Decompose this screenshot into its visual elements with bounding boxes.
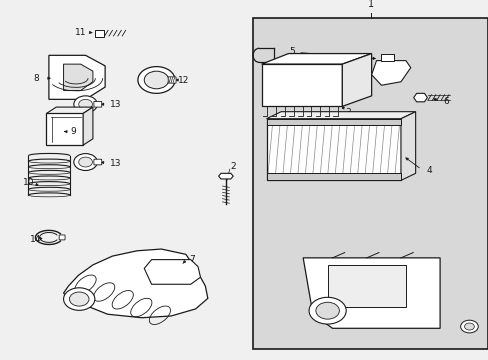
Text: 6: 6 xyxy=(442,97,448,106)
Bar xyxy=(381,54,393,60)
Text: 2: 2 xyxy=(230,162,236,171)
Polygon shape xyxy=(83,107,93,145)
Circle shape xyxy=(74,96,97,113)
Circle shape xyxy=(69,292,89,306)
Circle shape xyxy=(74,154,97,171)
Polygon shape xyxy=(63,249,207,318)
Text: 14: 14 xyxy=(29,235,41,244)
Text: 11: 11 xyxy=(75,28,87,37)
Text: 12: 12 xyxy=(178,76,189,85)
Circle shape xyxy=(460,320,477,333)
Bar xyxy=(327,265,405,307)
Polygon shape xyxy=(261,54,371,64)
Circle shape xyxy=(138,67,175,93)
Bar xyxy=(253,18,487,350)
Text: 7: 7 xyxy=(189,255,195,264)
Text: 3: 3 xyxy=(345,108,350,117)
Text: 8: 8 xyxy=(34,74,40,83)
Bar xyxy=(266,119,400,180)
Polygon shape xyxy=(218,173,233,179)
Circle shape xyxy=(315,302,339,319)
Text: 9: 9 xyxy=(70,127,76,136)
FancyBboxPatch shape xyxy=(94,102,102,107)
Circle shape xyxy=(144,71,168,89)
FancyBboxPatch shape xyxy=(59,235,65,240)
Text: 5: 5 xyxy=(288,46,294,55)
Circle shape xyxy=(308,297,346,324)
Polygon shape xyxy=(63,64,93,91)
Bar xyxy=(95,30,104,37)
Bar xyxy=(266,119,400,125)
FancyBboxPatch shape xyxy=(168,77,176,83)
Polygon shape xyxy=(46,107,93,113)
Polygon shape xyxy=(303,258,439,328)
Text: 13: 13 xyxy=(109,100,121,109)
Circle shape xyxy=(464,323,473,330)
Circle shape xyxy=(79,99,92,109)
Circle shape xyxy=(79,157,92,167)
FancyBboxPatch shape xyxy=(94,159,102,165)
Text: 13: 13 xyxy=(109,159,121,168)
Bar xyxy=(266,172,400,180)
Polygon shape xyxy=(261,64,342,107)
Polygon shape xyxy=(144,260,200,284)
Polygon shape xyxy=(342,54,371,107)
Text: 4: 4 xyxy=(426,166,431,175)
Circle shape xyxy=(63,288,95,310)
Polygon shape xyxy=(266,112,415,119)
Bar xyxy=(46,113,83,145)
Polygon shape xyxy=(49,55,105,99)
Text: 1: 1 xyxy=(367,0,373,9)
Polygon shape xyxy=(400,112,415,180)
Polygon shape xyxy=(371,60,410,85)
Text: 10: 10 xyxy=(22,177,34,186)
Polygon shape xyxy=(413,93,427,102)
